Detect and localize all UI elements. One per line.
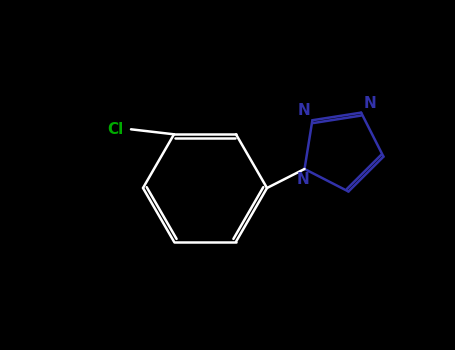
Text: N: N bbox=[363, 96, 376, 111]
Text: N: N bbox=[298, 103, 310, 118]
Text: N: N bbox=[296, 172, 309, 187]
Text: Cl: Cl bbox=[108, 122, 124, 137]
